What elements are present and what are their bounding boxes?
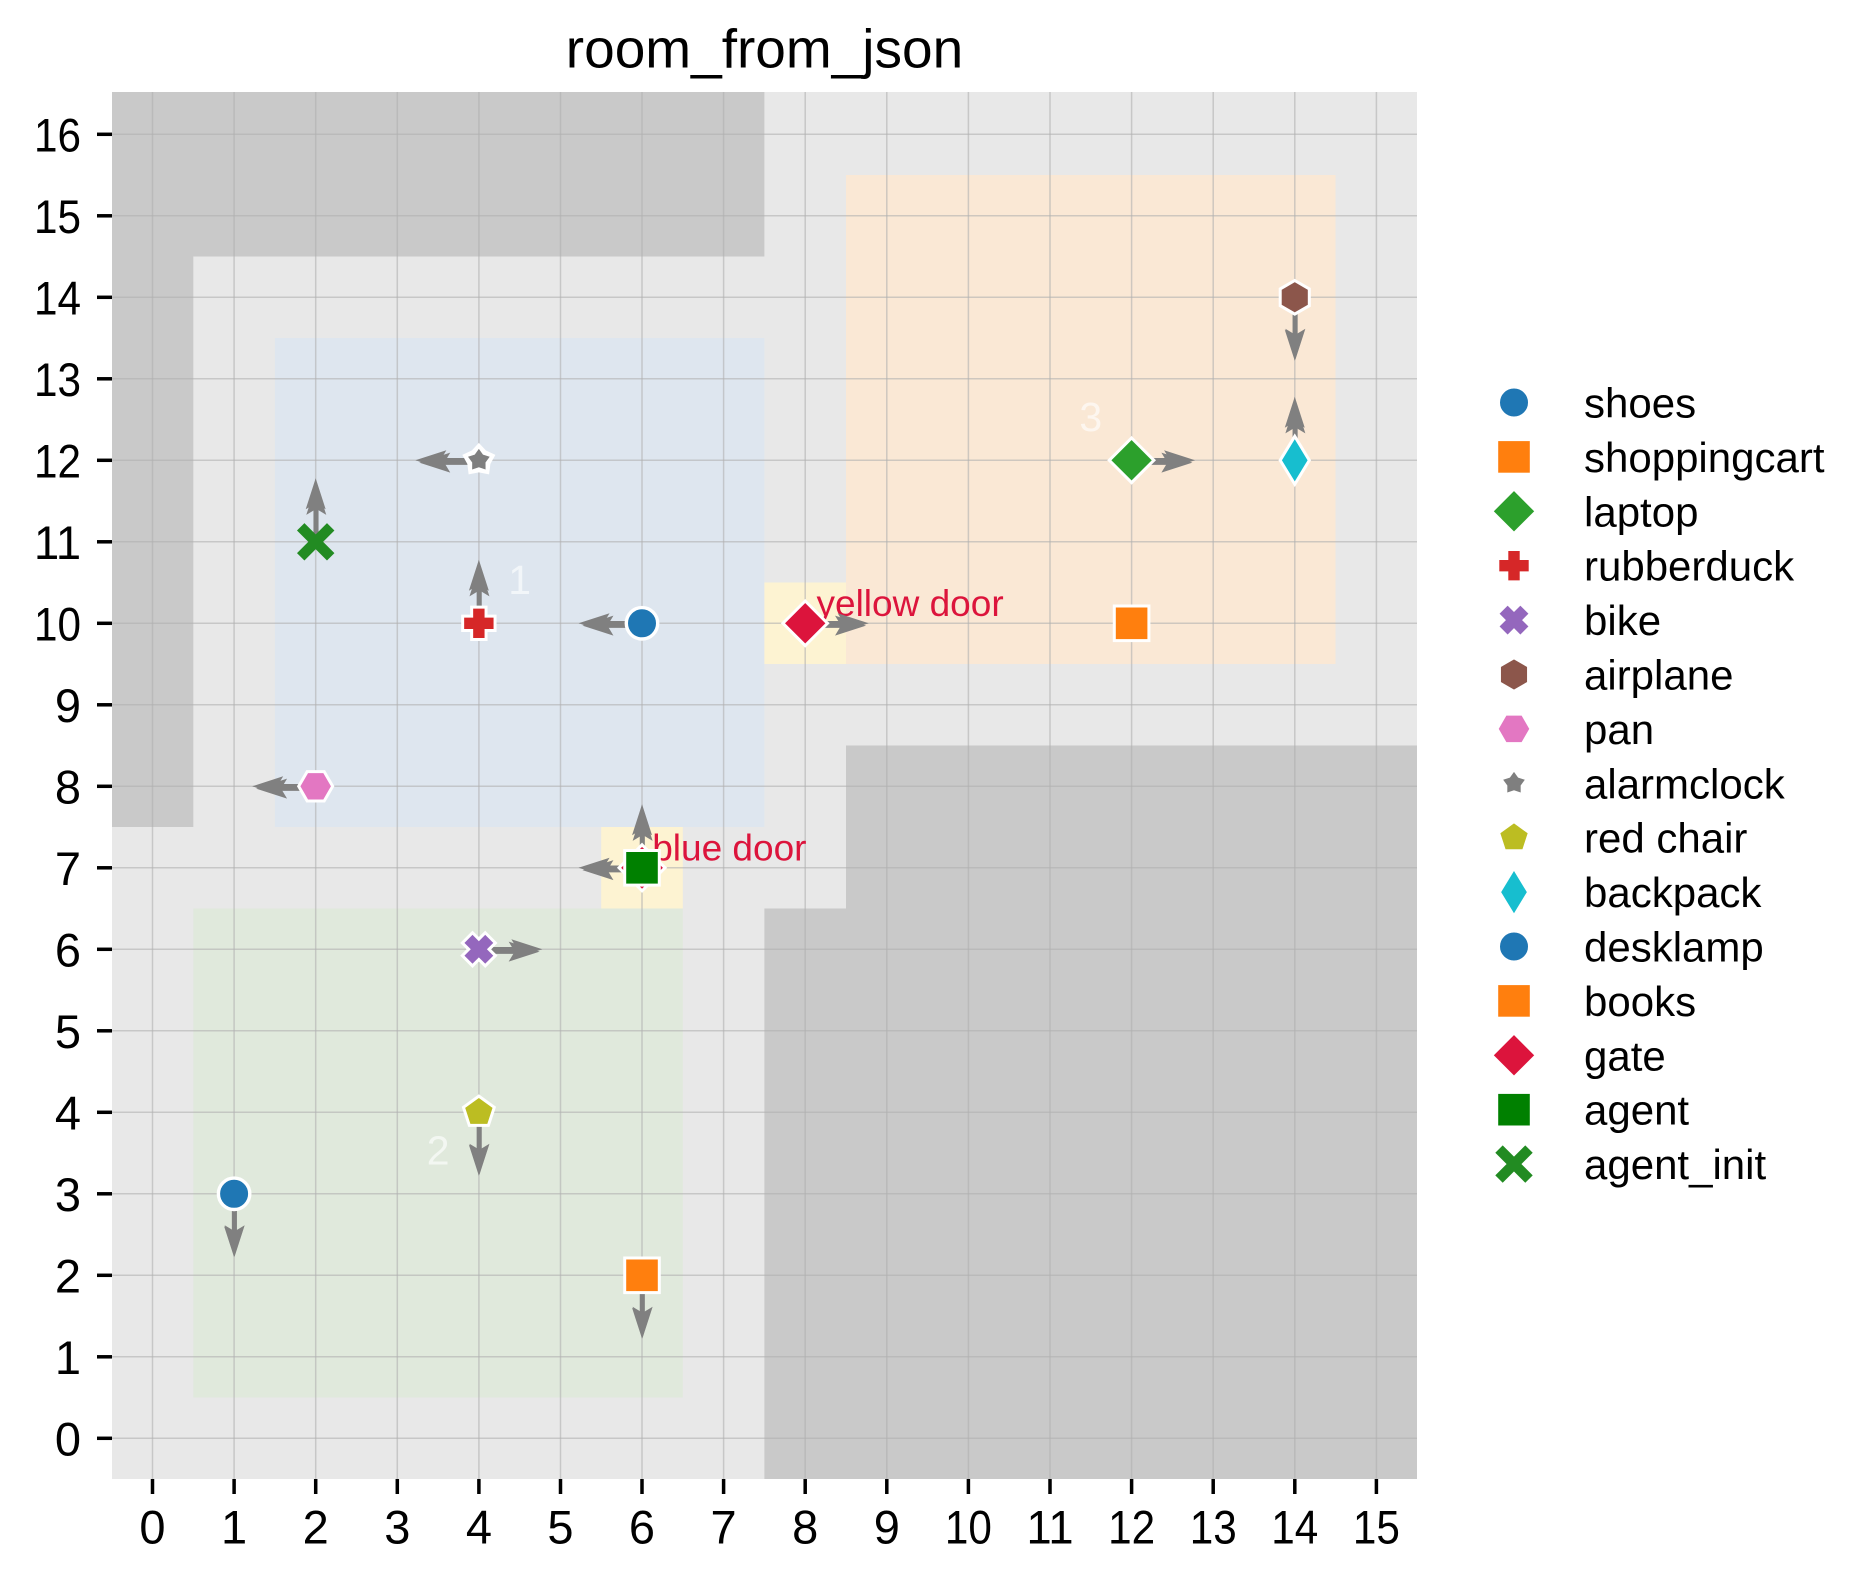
svg-text:shoes: shoes (1584, 380, 1696, 427)
svg-text:3: 3 (55, 1168, 81, 1221)
svg-text:1: 1 (221, 1501, 247, 1554)
svg-text:6: 6 (55, 923, 81, 976)
svg-text:2: 2 (427, 1128, 450, 1174)
svg-text:5: 5 (547, 1501, 573, 1554)
svg-text:agent: agent (1584, 1087, 1689, 1134)
svg-text:10: 10 (34, 597, 81, 650)
svg-text:bike: bike (1584, 597, 1661, 644)
svg-text:red chair: red chair (1584, 815, 1747, 862)
svg-text:0: 0 (139, 1501, 165, 1554)
svg-text:blue door: blue door (652, 828, 806, 869)
svg-text:15: 15 (34, 190, 81, 243)
svg-text:13: 13 (34, 353, 81, 406)
svg-text:9: 9 (55, 679, 81, 732)
svg-text:room_from_json: room_from_json (566, 18, 963, 80)
svg-text:backpack: backpack (1584, 869, 1762, 916)
svg-text:1: 1 (55, 1331, 81, 1384)
svg-text:3: 3 (384, 1501, 410, 1554)
svg-text:airplane: airplane (1584, 652, 1733, 699)
svg-text:2: 2 (303, 1501, 329, 1554)
svg-text:13: 13 (1190, 1501, 1237, 1554)
svg-text:14: 14 (34, 271, 81, 324)
svg-text:2: 2 (55, 1249, 81, 1302)
svg-text:gate: gate (1584, 1032, 1666, 1079)
svg-text:7: 7 (711, 1501, 737, 1554)
svg-text:pan: pan (1584, 706, 1654, 753)
svg-text:4: 4 (466, 1501, 492, 1554)
svg-text:15: 15 (1353, 1501, 1400, 1554)
svg-text:books: books (1584, 978, 1696, 1025)
svg-text:3: 3 (1079, 394, 1102, 440)
svg-text:1: 1 (508, 557, 531, 603)
svg-text:12: 12 (1108, 1501, 1155, 1554)
svg-text:laptop: laptop (1584, 488, 1698, 535)
svg-text:5: 5 (55, 1005, 81, 1058)
svg-text:4: 4 (55, 1086, 81, 1139)
svg-text:6: 6 (629, 1501, 655, 1554)
svg-text:alarmclock: alarmclock (1584, 760, 1786, 807)
svg-text:7: 7 (55, 842, 81, 895)
svg-text:11: 11 (1027, 1501, 1074, 1554)
svg-text:9: 9 (874, 1501, 900, 1554)
svg-text:desklamp: desklamp (1584, 924, 1764, 971)
svg-text:8: 8 (55, 760, 81, 813)
svg-text:16: 16 (34, 108, 81, 161)
svg-text:0: 0 (55, 1412, 81, 1465)
svg-text:rubberduck: rubberduck (1584, 543, 1795, 590)
svg-text:8: 8 (792, 1501, 818, 1554)
svg-text:12: 12 (34, 434, 81, 487)
svg-text:11: 11 (34, 516, 81, 569)
svg-text:14: 14 (1271, 1501, 1318, 1554)
svg-text:10: 10 (945, 1501, 992, 1554)
svg-text:shoppingcart: shoppingcart (1584, 434, 1825, 481)
svg-text:agent_init: agent_init (1584, 1141, 1766, 1188)
